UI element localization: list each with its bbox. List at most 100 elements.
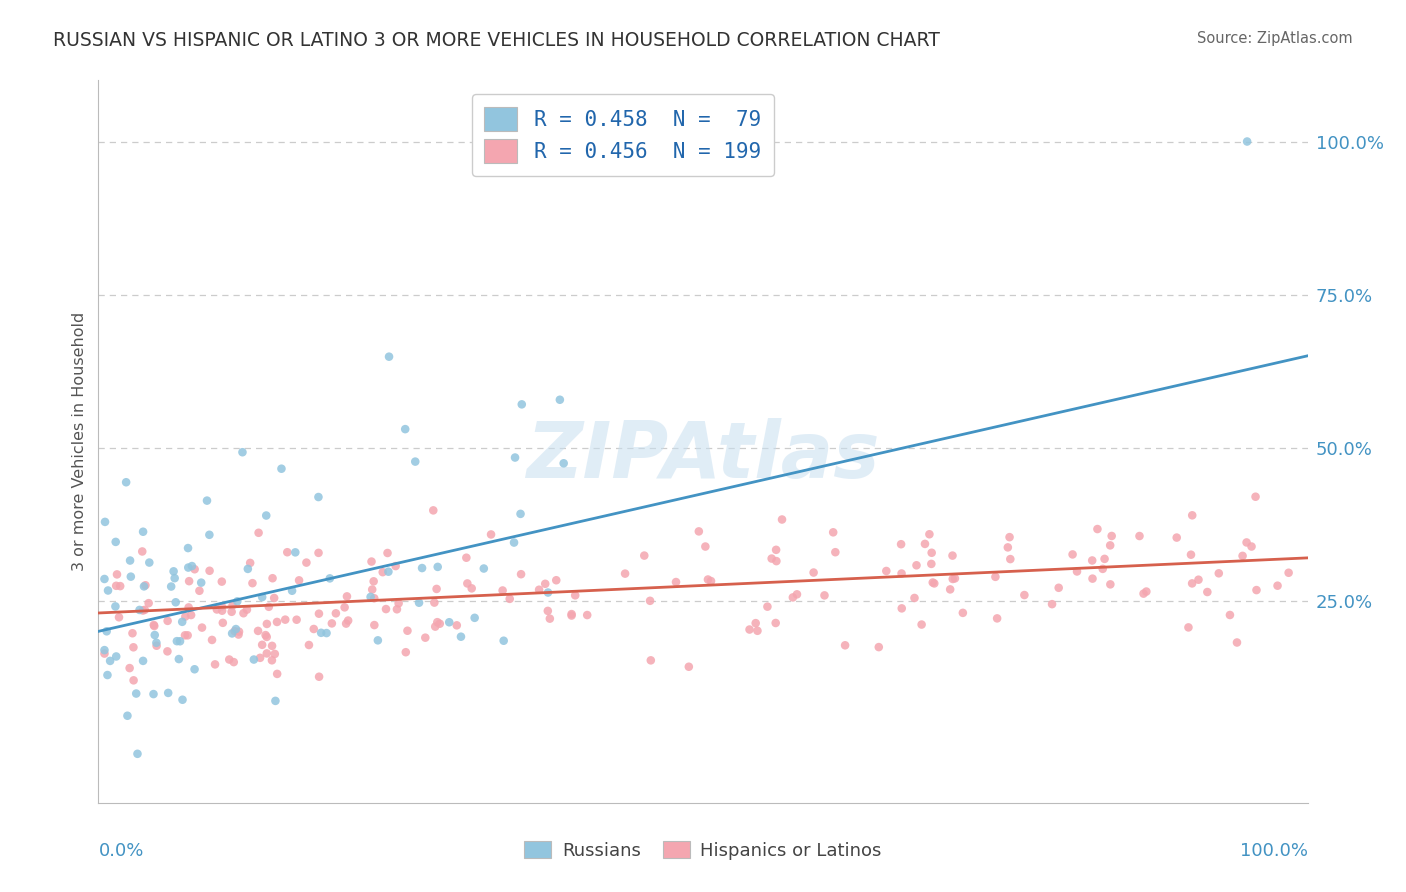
- Point: [756, 599, 779, 614]
- Point: [765, 615, 787, 630]
- Point: [181, 559, 204, 574]
- Point: [254, 628, 277, 642]
- Point: [875, 564, 897, 578]
- Point: [249, 650, 271, 665]
- Point: [260, 653, 283, 667]
- Point: [250, 638, 273, 652]
- Point: [1091, 562, 1114, 576]
- Point: [464, 611, 486, 625]
- Point: [1278, 566, 1301, 580]
- Text: Source: ZipAtlas.com: Source: ZipAtlas.com: [1197, 31, 1353, 46]
- Point: [361, 582, 384, 597]
- Point: [986, 611, 1008, 625]
- Point: [232, 606, 254, 620]
- Point: [204, 657, 226, 672]
- Point: [1181, 508, 1204, 523]
- Point: [510, 397, 533, 411]
- Point: [315, 626, 337, 640]
- Point: [236, 602, 259, 616]
- Point: [1081, 553, 1104, 567]
- Point: [824, 545, 846, 559]
- Point: [503, 535, 526, 549]
- Point: [145, 636, 167, 650]
- Point: [413, 631, 436, 645]
- Point: [553, 456, 575, 470]
- Point: [770, 512, 793, 526]
- Point: [1087, 522, 1109, 536]
- Point: [98, 654, 121, 668]
- Point: [247, 624, 270, 638]
- Point: [97, 583, 120, 598]
- Point: [118, 661, 141, 675]
- Point: [180, 608, 202, 623]
- Point: [162, 565, 184, 579]
- Point: [665, 575, 688, 590]
- Point: [128, 603, 150, 617]
- Point: [167, 652, 190, 666]
- Point: [308, 670, 330, 684]
- Point: [492, 633, 515, 648]
- Y-axis label: 3 or more Vehicles in Household: 3 or more Vehicles in Household: [72, 312, 87, 571]
- Point: [633, 549, 655, 563]
- Point: [426, 560, 449, 574]
- Point: [274, 613, 297, 627]
- Point: [786, 587, 808, 601]
- Point: [250, 590, 273, 604]
- Point: [1244, 490, 1267, 504]
- Point: [177, 600, 200, 615]
- Point: [174, 609, 197, 624]
- Point: [96, 624, 118, 639]
- Point: [1187, 573, 1209, 587]
- Point: [564, 588, 586, 602]
- Point: [744, 616, 766, 631]
- Point: [1267, 579, 1289, 593]
- Point: [308, 607, 330, 621]
- Point: [276, 545, 298, 559]
- Point: [1181, 576, 1204, 591]
- Point: [120, 569, 142, 583]
- Point: [284, 545, 307, 559]
- Point: [256, 647, 278, 661]
- Point: [700, 574, 723, 588]
- Point: [678, 659, 700, 673]
- Point: [321, 616, 343, 631]
- Point: [576, 608, 599, 623]
- Point: [172, 692, 194, 706]
- Point: [225, 622, 247, 636]
- Point: [614, 566, 637, 581]
- Point: [134, 578, 156, 592]
- Point: [191, 621, 214, 635]
- Point: [174, 628, 197, 642]
- Point: [325, 607, 347, 621]
- Point: [335, 616, 357, 631]
- Point: [211, 615, 233, 630]
- Point: [425, 619, 447, 633]
- Point: [262, 571, 284, 585]
- Point: [122, 673, 145, 688]
- Point: [404, 454, 426, 468]
- Point: [142, 687, 165, 701]
- Point: [537, 604, 560, 618]
- Point: [228, 627, 250, 641]
- Point: [120, 553, 142, 567]
- Point: [921, 546, 943, 560]
- Point: [302, 622, 325, 636]
- Point: [93, 572, 115, 586]
- Point: [93, 647, 115, 661]
- Point: [388, 596, 411, 610]
- Point: [450, 630, 472, 644]
- Point: [546, 573, 568, 587]
- Point: [270, 461, 292, 475]
- Point: [222, 655, 245, 669]
- Point: [156, 644, 179, 658]
- Point: [188, 583, 211, 598]
- Point: [1014, 588, 1036, 602]
- Point: [172, 615, 194, 629]
- Point: [307, 490, 329, 504]
- Point: [1219, 607, 1241, 622]
- Point: [695, 540, 717, 554]
- Point: [134, 603, 156, 617]
- Point: [1232, 549, 1254, 563]
- Point: [1132, 586, 1154, 600]
- Point: [360, 590, 382, 604]
